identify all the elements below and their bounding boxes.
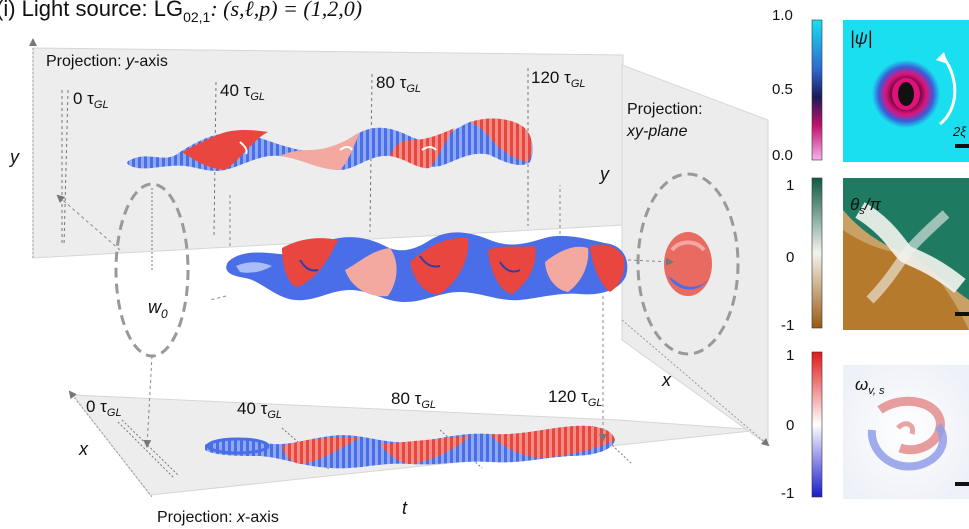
omega-inset: 1 0 -1 ωv, s — [781, 347, 969, 502]
psi-tick-top: 1.0 — [772, 7, 793, 24]
theta-tick-bottom: -1 — [781, 317, 794, 334]
omega-map — [843, 365, 969, 499]
omega-colorbar — [811, 351, 823, 498]
xy-y-label: y — [598, 164, 610, 184]
omega-tick-top: 1 — [786, 347, 794, 364]
x-time-label-80: 80 τGL — [391, 389, 436, 411]
psi-tick-mid: 0.5 — [772, 81, 793, 98]
theta-scale-bar — [955, 312, 969, 316]
main-3d-vortex — [226, 232, 628, 302]
xy-x-label: x — [661, 370, 672, 390]
x-projection-title: Projection: x-axis — [157, 509, 279, 526]
figure-title: (i) Light source: LG02,1: (s,ℓ,p) = (1,2… — [0, 0, 362, 25]
t-axis-label: t — [402, 498, 408, 518]
x-axis-label: x — [78, 439, 89, 459]
theta-colorbar — [811, 177, 823, 329]
xy-projection-title-1: Projection: — [627, 101, 703, 118]
x-time-label-40: 40 τGL — [237, 399, 282, 421]
omega-scale-bar — [955, 482, 969, 486]
xy-x-axis-arrow — [621, 319, 770, 447]
psi-scale-label: 2ξ — [952, 124, 967, 139]
theta-tick-top: 1 — [786, 177, 794, 194]
theta-label: θs/π — [850, 195, 881, 217]
y-time-label-80: 80 τGL — [376, 73, 421, 95]
xy-beam-waist-circle — [636, 172, 740, 356]
y-time-label-120: 120 τGL — [531, 68, 586, 90]
beam-waist-label: w0 — [148, 297, 168, 321]
x-time-label-0: 0 τGL — [86, 397, 122, 419]
y-axis-label: y — [8, 147, 20, 167]
omega-label: ωv, s — [855, 375, 885, 397]
y-projection-title: Projection: y-axis — [46, 53, 168, 70]
rotation-arrow — [939, 57, 957, 126]
x-time-label-120: 120 τGL — [548, 387, 603, 409]
x-projection-vortex — [205, 425, 615, 469]
y-projection-vortex — [127, 118, 533, 171]
psi-inset: 1.0 0.5 0.0 |ψ| 2ξ — [772, 7, 969, 164]
theta-tick-mid: 0 — [786, 249, 794, 266]
theta-inset: 1 0 -1 θs/π — [781, 177, 969, 334]
omega-tick-mid: 0 — [786, 417, 794, 434]
omega-tick-bottom: -1 — [781, 485, 794, 502]
xy-vortex-cross-section — [664, 232, 712, 296]
y-time-label-40: 40 τGL — [220, 81, 265, 103]
psi-tick-bottom: 0.0 — [772, 147, 793, 164]
xy-projection-title-2: xy-plane — [626, 123, 688, 140]
psi-label: |ψ| — [850, 28, 872, 48]
y-time-label-0: 0 τGL — [73, 89, 109, 111]
projection-guide-lines — [56, 185, 674, 448]
psi-scale-bar — [955, 144, 969, 148]
psi-colorbar — [811, 19, 823, 161]
